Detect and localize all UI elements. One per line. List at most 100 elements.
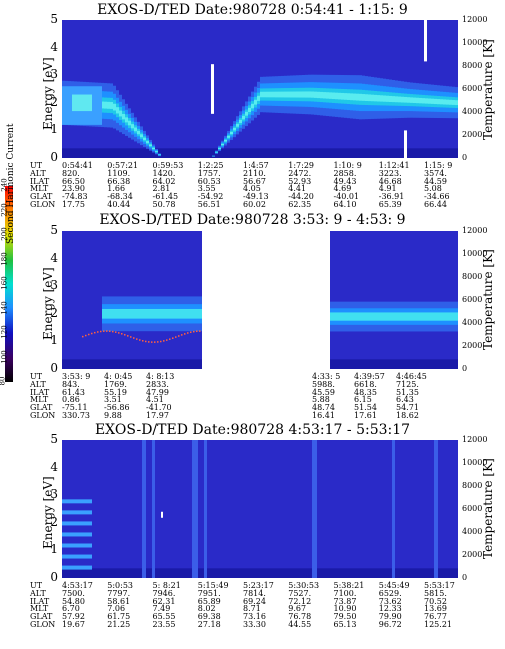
ephemeris-cell: -56.86 [104,403,130,413]
band-patch [62,554,92,559]
ephemeris-cell: 5.08 [424,184,442,194]
ephemeris-cell: 4:53:17 [62,581,93,590]
temperature-point [157,341,159,343]
temperature-tick: 2000 [462,550,483,559]
ephemeris-cell: 57.92 [62,612,85,622]
spectrogram-band-cell [380,95,383,102]
low-energy-band [62,148,458,158]
ephemeris-label: ALT [30,379,46,389]
temperature-tick: 8000 [462,481,483,490]
ephemeris-cell: 8.02 [197,604,216,614]
energy-tick: 0 [50,361,58,375]
ephemeris-label: ALT [30,588,46,598]
ephemeris-cell: 66.50 [62,176,85,186]
spectrogram-band-cell [332,92,335,100]
ephemeris-cell: 64.02 [152,176,176,186]
ephemeris-cell: -49.13 [243,192,269,202]
ephemeris-cell: 3:53: 9 [62,372,91,381]
ephemeris-cell: 4.91 [378,184,397,194]
data-gap [202,231,330,369]
ephemeris-cell: 2833. [146,379,169,389]
spectrogram-band-cell [455,100,458,106]
spectrogram-band-cell [299,91,302,98]
ephemeris-label: MLT [30,395,49,405]
spectrogram-background [62,440,458,578]
ephemeris-cell: -41.70 [146,403,172,413]
ephemeris-cell: 820. [62,168,80,178]
ephemeris-cell: 4.41 [288,184,307,194]
spectrogram-band-cell [266,91,269,98]
panel-3-spectrogram [62,440,458,578]
vertical-stripe [204,440,207,578]
ephemeris-cell: 65.55 [152,612,176,622]
temperature-point [193,330,195,333]
temperature-point [199,330,201,332]
spectrogram-band-cell [308,91,311,98]
temperature-point [139,339,141,341]
spectrogram-band-cell [221,143,224,146]
energy-tick: 5 [50,432,58,446]
spectrogram-band-cell [395,96,398,103]
vertical-stripe [312,440,317,578]
spectrogram-band-cell [146,141,149,144]
spectrogram-band-cell [293,91,296,98]
spectrogram-band-cell [102,308,202,319]
ephemeris-cell: 61.43 [62,387,85,397]
ephemeris-cell: 5988. [312,379,335,389]
spectrogram-band-cell [287,91,290,98]
energy-tick: 5 [50,223,58,237]
spectrogram-band-cell [434,98,437,105]
panel-1-plot [62,20,458,158]
ephemeris-cell: 7125. [396,379,419,389]
ephemeris-cell: 16.41 [312,410,335,420]
ephemeris-cell: 4:33: 5 [312,372,341,381]
ephemeris-cell: 27.18 [197,619,221,629]
ephemeris-label: GLON [30,199,56,209]
ephemeris-cell: 23.55 [152,619,176,629]
energy-tick: 2 [50,305,58,320]
spectrogram-band-cell [218,147,221,149]
spectrogram-band-cell [377,95,380,102]
spectrogram-band-cell [347,93,350,100]
panel-2-spectrogram [62,231,458,369]
temperature-tick: 0 [462,573,468,582]
spectrogram-band-cell [260,91,263,98]
spectrogram-band-cell [155,151,158,153]
temperature-tick: 4000 [462,527,483,536]
spectrogram-band-cell [134,127,137,132]
colorbar-gradient [5,186,13,382]
ephemeris-cell: -75.11 [62,403,88,413]
ephemeris-cell: 18.62 [396,410,419,420]
ephemeris-cell: 1.66 [107,184,126,194]
ephemeris-cell: 65.89 [197,596,221,606]
ephemeris-cell: 79.90 [378,612,402,622]
ephemeris-cell: 96.72 [378,619,402,629]
spectrogram-band-cell [392,96,395,103]
ephemeris-cell: 5:30:53 [288,581,320,590]
spectrogram-band-cell [446,99,449,105]
ephemeris-label: ILAT [30,387,50,397]
spectrogram-band-cell [362,94,365,101]
spectrogram-band-cell [329,92,332,99]
energy-tick: 4 [50,39,58,54]
ephemeris-cell: 66.44 [424,199,447,209]
spectrogram-band-cell [338,92,341,100]
spectrogram-band-cell [341,92,344,100]
ephemeris-cell: 54.71 [396,403,419,413]
ephemeris-cell: 12.33 [378,604,402,614]
energy-tick: 1 [50,333,58,348]
temperature-tick: 2000 [462,130,483,139]
ephemeris-cell: 1769. [104,379,127,389]
ephemeris-cell: 1:12:41 [378,161,410,170]
spectrogram-band-cell [330,312,458,321]
ephemeris-cell: 76.78 [288,612,312,622]
panel-1-ylabel-right: Temperature [K] [481,39,495,140]
ephemeris-cell: 9.88 [104,410,122,420]
temperature-point [151,341,153,343]
spectrogram-band-cell [290,91,293,98]
ephemeris-cell: 7.49 [152,604,171,614]
spectrogram-band-cell [239,119,242,124]
panel-2-title: EXOS-D/TED Date:980728 3:53: 9 - 4:53: 9 [99,212,406,228]
ephemeris-cell: 6.15 [354,395,372,405]
temperature-tick: 10000 [462,458,488,467]
